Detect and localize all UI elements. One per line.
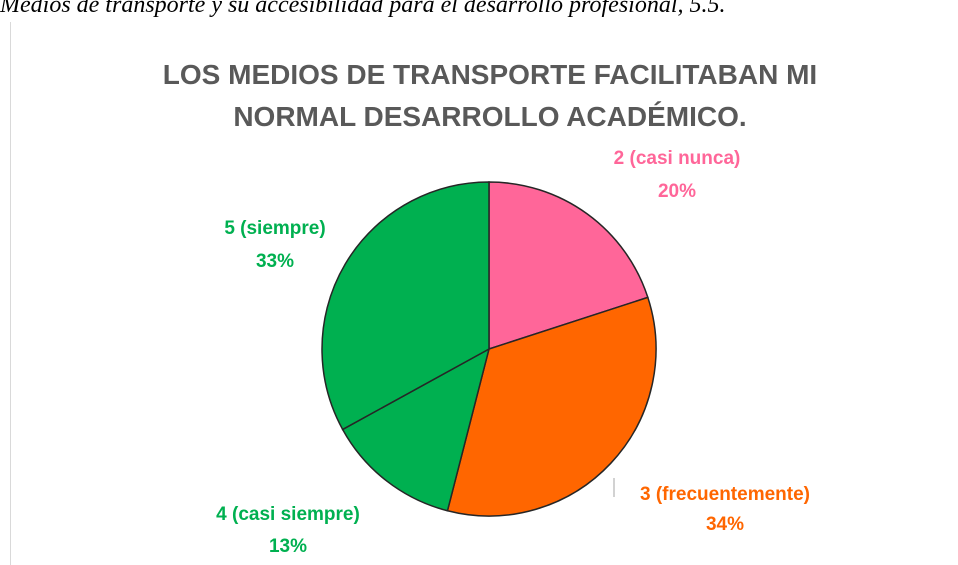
pie-slice bbox=[488, 181, 649, 351]
category-label: 3 (frecuentemente) bbox=[640, 484, 810, 505]
value-label: 20% bbox=[658, 181, 696, 202]
chart-title: NORMAL DESARROLLO ACADÉMICO. bbox=[233, 101, 746, 132]
pie-slice bbox=[341, 347, 491, 512]
value-label: 33% bbox=[256, 251, 294, 272]
category-label: 5 (siempre) bbox=[224, 218, 325, 239]
value-label: 13% bbox=[269, 536, 307, 557]
caption: Medios de transporte y su accesibilidad … bbox=[0, 0, 726, 18]
chart-title: LOS MEDIOS DE TRANSPORTE FACILITABAN MI bbox=[163, 59, 817, 90]
pie-slice bbox=[446, 296, 657, 517]
category-label: 4 (casi siempre) bbox=[216, 504, 360, 525]
pie-slice bbox=[321, 181, 490, 431]
value-label: 34% bbox=[706, 514, 744, 535]
category-label: 2 (casi nunca) bbox=[614, 148, 741, 169]
